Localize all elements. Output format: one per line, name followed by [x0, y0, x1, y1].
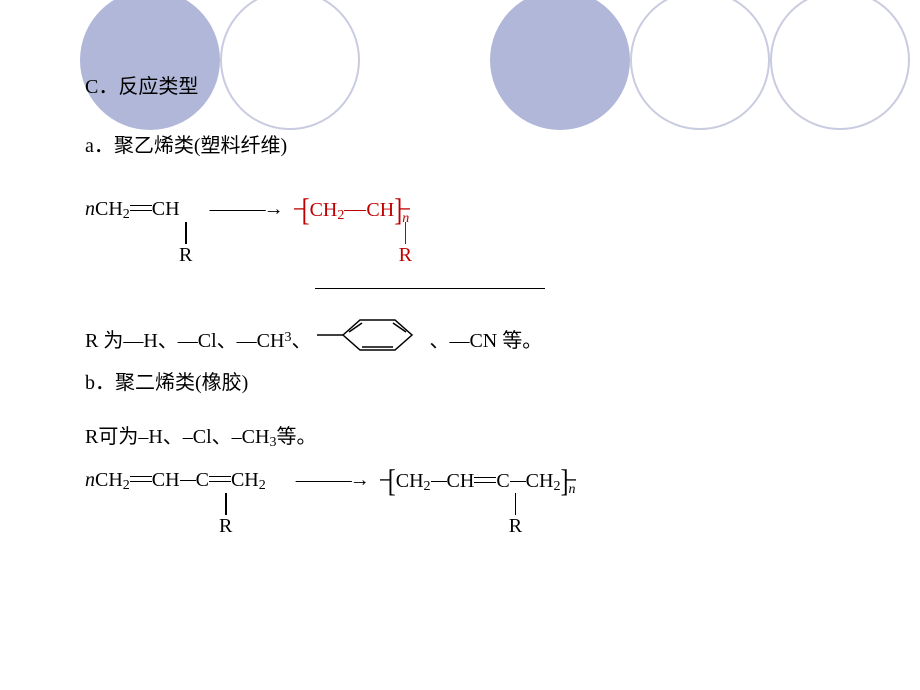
r-label: R	[399, 244, 412, 267]
reaction-arrow-icon: ———→	[296, 469, 368, 492]
double-bond-icon	[474, 477, 496, 485]
single-bond-icon	[180, 480, 196, 481]
r-note: R可为–H、–Cl、–CH3等。	[85, 420, 865, 451]
r-label: R	[509, 515, 522, 538]
double-bond-icon	[130, 476, 152, 484]
sub-a-heading: a．聚乙烯类(塑料纤维)	[85, 129, 865, 158]
lhs-ch2: CH	[95, 198, 123, 220]
rhs-ch: CH	[447, 470, 475, 492]
lhs-sub2: 2	[123, 207, 130, 222]
lhs-ch2: CH	[95, 469, 123, 491]
section-c-heading: C．反应类型	[85, 70, 865, 99]
bracket-right-icon: ]	[560, 465, 568, 500]
benzene-ring-icon	[315, 314, 425, 362]
reaction-1: nCH2CH R ———→ [CH2CH]n R	[85, 198, 865, 278]
reaction-arrow-icon: ———→	[210, 198, 282, 221]
bracket-right-icon: ]	[394, 194, 402, 229]
bracket-left-icon: [	[388, 465, 396, 500]
vertical-bond-icon	[405, 222, 407, 244]
lhs-ch: CH	[152, 198, 180, 220]
r-desc-mid: 、	[291, 324, 311, 353]
bracket-left-icon: [	[302, 194, 310, 229]
rhs-ch2: CH	[310, 199, 338, 221]
r-desc-pre: R 为—H、—Cl、—CH	[85, 324, 284, 353]
rhs-sub2: 2	[337, 208, 344, 223]
rhs-ch2: CH	[396, 470, 424, 492]
lhs-ch2b: CH	[231, 469, 259, 491]
reaction-2: nCH2CHCCH2 R ———→ [CH2CHCCH2]n R	[85, 469, 865, 549]
poly-n: n	[568, 482, 575, 497]
rhs-c: C	[496, 470, 509, 492]
vertical-bond-icon	[185, 222, 187, 244]
single-bond-icon	[344, 210, 366, 211]
coeff-n: n	[85, 469, 95, 491]
sub-b-heading: b．聚二烯类(橡胶)	[85, 366, 865, 395]
r-label: R	[179, 244, 192, 267]
slide-content: C．反应类型 a．聚乙烯类(塑料纤维) nCH2CH R ———→ [CH2CH…	[85, 70, 865, 559]
note-pre: R可为–H、–Cl、–CH	[85, 426, 269, 448]
coeff-n: n	[85, 198, 95, 220]
lhs-c: C	[196, 469, 209, 491]
note-post: 等。	[276, 426, 316, 448]
vertical-bond-icon	[515, 493, 517, 515]
rhs-ch2b: CH	[526, 470, 554, 492]
r-desc-sub3: 3	[284, 330, 291, 346]
single-bond-icon	[431, 481, 447, 482]
lhs-ch: CH	[152, 469, 180, 491]
rhs-ch: CH	[366, 199, 394, 221]
r-label: R	[219, 515, 232, 538]
double-bond-icon	[209, 476, 231, 484]
r-description: R 为—H、—Cl、—CH3、 、—CN 等。	[85, 314, 865, 362]
underline-divider	[315, 288, 545, 289]
double-bond-icon	[130, 205, 152, 213]
r-desc-post: 、—CN 等。	[429, 324, 542, 353]
vertical-bond-icon	[225, 493, 227, 515]
single-bond-icon	[510, 481, 526, 482]
